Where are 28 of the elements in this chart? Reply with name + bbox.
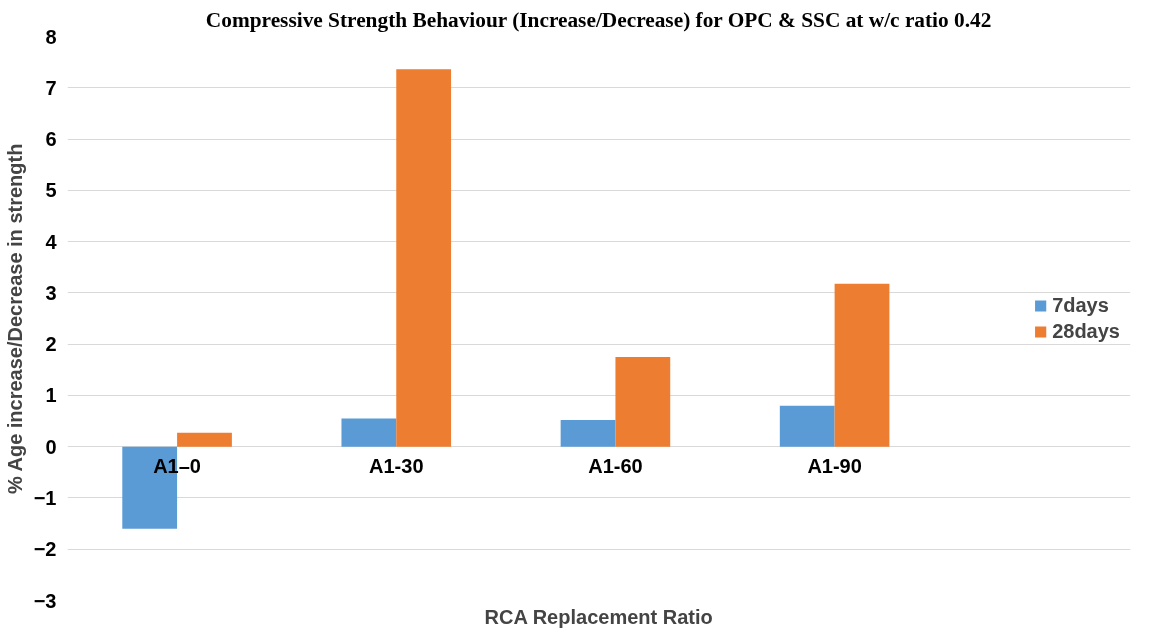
bar	[615, 356, 671, 447]
bar	[341, 418, 397, 447]
x-tick-label: A1-60	[588, 454, 643, 477]
legend-label: 7days	[1052, 293, 1109, 317]
y-tick-label: 3	[45, 281, 57, 304]
y-tick-label: 8	[45, 25, 57, 48]
y-tick-label: 4	[45, 230, 58, 253]
chart-title: Compressive Strength Behaviour (Increase/Decrease) for OPC & SSC at w/c ratio 0.42	[205, 7, 992, 32]
bar	[779, 405, 835, 447]
x-tick-label: A1-30	[369, 454, 424, 477]
y-tick-label: 5	[45, 179, 57, 202]
y-tick-label: 2	[45, 333, 57, 356]
bar	[560, 420, 616, 447]
y-tick-label: −2	[33, 538, 57, 561]
y-axis-title: % Age increase/Decrease in strength	[3, 143, 26, 495]
x-axis-title: RCA Replacement Ratio	[484, 605, 713, 628]
x-tick-label: A1-90	[807, 454, 862, 477]
legend-label: 28days	[1052, 319, 1120, 343]
bar	[396, 69, 452, 447]
x-tick-label: A1–0	[153, 454, 201, 477]
y-tick-label: 7	[45, 76, 57, 99]
bar	[834, 283, 890, 447]
y-tick-label: −3	[33, 589, 57, 612]
bar	[177, 432, 232, 447]
y-tick-label: 6	[45, 128, 57, 151]
y-tick-label: −1	[33, 486, 57, 509]
y-tick-label: 1	[45, 384, 57, 407]
y-tick-label: 0	[45, 435, 57, 458]
